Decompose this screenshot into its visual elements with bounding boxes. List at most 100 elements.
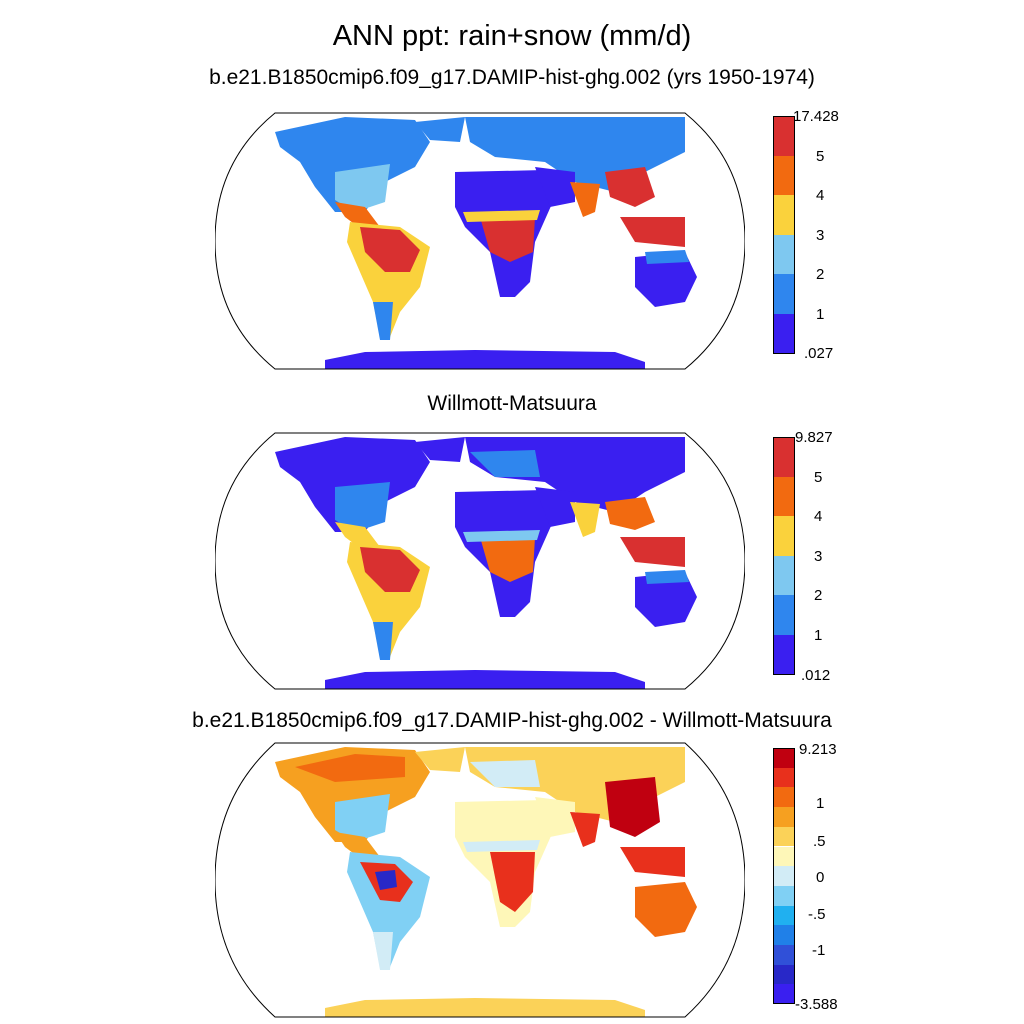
colorbar-2-cell bbox=[773, 477, 795, 516]
colorbar-3-cell bbox=[773, 787, 795, 808]
sahel-region bbox=[463, 840, 540, 852]
colorbar-1-label: .027 bbox=[804, 345, 834, 362]
colorbar-1-label: 4 bbox=[816, 187, 825, 204]
antarctica-region bbox=[325, 350, 645, 369]
north-america-region bbox=[275, 437, 430, 532]
colorbar-3-label: 0 bbox=[816, 869, 825, 886]
colorbar-2-label: 3 bbox=[814, 548, 823, 565]
colorbar-2-label: 5 bbox=[814, 469, 823, 486]
colorbar-3-cell bbox=[773, 866, 795, 886]
colorbar-1-cell bbox=[773, 116, 795, 156]
patagonia-region bbox=[373, 302, 393, 340]
colorbar-3-cell bbox=[773, 846, 795, 867]
panel-1-colorbar bbox=[773, 116, 795, 354]
eastern-us-region bbox=[335, 164, 390, 212]
colorbar-2-cell bbox=[773, 556, 795, 595]
central-africa-region bbox=[480, 537, 535, 582]
australia-region bbox=[635, 572, 697, 627]
colorbar-1-label: 5 bbox=[816, 148, 825, 165]
colorbar-1-label: 1 bbox=[816, 306, 825, 323]
india-region bbox=[570, 502, 600, 537]
east-asia-region bbox=[605, 167, 655, 207]
colorbar-2-cell bbox=[773, 516, 795, 556]
panel-2-colorbar bbox=[773, 437, 795, 675]
colorbar-2-label: 9.827 bbox=[795, 429, 833, 446]
antarctica-region bbox=[325, 998, 645, 1017]
colorbar-3-cell bbox=[773, 945, 795, 965]
india-region bbox=[570, 182, 600, 217]
patagonia-region bbox=[373, 622, 393, 660]
east-asia-region bbox=[605, 777, 660, 837]
maritime-continent-region bbox=[620, 537, 685, 567]
colorbar-3-cell bbox=[773, 826, 795, 847]
europe-region bbox=[470, 450, 540, 477]
colorbar-3-frame bbox=[773, 748, 795, 1004]
colorbar-2-frame bbox=[773, 437, 795, 675]
colorbar-3-cell bbox=[773, 984, 795, 1004]
sahel-region bbox=[463, 530, 540, 542]
colorbar-1-cell bbox=[773, 195, 795, 235]
amazon-region bbox=[360, 227, 420, 272]
colorbar-3-label: -.5 bbox=[808, 906, 826, 923]
colorbar-1-frame bbox=[773, 116, 795, 354]
eastern-us-region bbox=[335, 794, 390, 842]
colorbar-1-label: 3 bbox=[816, 227, 825, 244]
arabia-region bbox=[535, 797, 575, 837]
north-australia-region bbox=[645, 250, 689, 264]
north-america-region bbox=[275, 117, 430, 212]
panel-1-title: b.e21.B1850cmip6.f09_g17.DAMIP-hist-ghg.… bbox=[209, 66, 815, 89]
greenland-region bbox=[415, 117, 465, 142]
panel-3-colorbar bbox=[773, 748, 795, 1004]
colorbar-3-cell bbox=[773, 748, 795, 768]
patagonia-region bbox=[373, 932, 393, 970]
colorbar-2-label: 2 bbox=[814, 587, 823, 604]
greenland-region bbox=[415, 747, 465, 772]
greenland-region bbox=[415, 437, 465, 462]
antarctica-region bbox=[325, 670, 645, 689]
colorbar-2-label: 1 bbox=[814, 627, 823, 644]
colorbar-3-cell bbox=[773, 807, 795, 827]
colorbar-2-cell bbox=[773, 635, 795, 675]
central-africa-region bbox=[480, 217, 535, 262]
amazon-dry-region bbox=[375, 870, 397, 890]
north-australia-region bbox=[645, 570, 689, 584]
colorbar-2-cell bbox=[773, 595, 795, 635]
colorbar-3-label: -1 bbox=[812, 942, 826, 959]
eastern-us-region bbox=[335, 482, 390, 532]
maritime-continent-region bbox=[620, 217, 685, 247]
colorbar-1-cell bbox=[773, 156, 795, 195]
maritime-continent-region bbox=[620, 847, 685, 877]
figure-title: ANN ppt: rain+snow (mm/d) bbox=[332, 20, 692, 52]
colorbar-1-cell bbox=[773, 274, 795, 314]
colorbar-3-cell bbox=[773, 767, 795, 788]
colorbar-1-cell bbox=[773, 235, 795, 274]
amazon-region bbox=[360, 547, 420, 592]
colorbar-3-cell bbox=[773, 905, 795, 926]
australia-region bbox=[635, 882, 697, 937]
east-asia-region bbox=[605, 497, 655, 530]
arabia-region bbox=[535, 487, 575, 527]
india-region bbox=[570, 812, 600, 847]
colorbar-3-label: 9.213 bbox=[799, 741, 837, 758]
central-africa-region bbox=[490, 852, 535, 912]
panel-2-map bbox=[215, 432, 745, 690]
colorbar-3-label: 1 bbox=[816, 795, 825, 812]
colorbar-1-label: 17.428 bbox=[793, 108, 839, 125]
europe-region bbox=[470, 760, 540, 787]
canada-region bbox=[295, 754, 405, 782]
colorbar-2-cell bbox=[773, 437, 795, 477]
panel-3-map bbox=[215, 742, 745, 1018]
colorbar-3-cell bbox=[773, 964, 795, 985]
colorbar-3-label: .5 bbox=[813, 833, 826, 850]
colorbar-3-cell bbox=[773, 925, 795, 945]
panel-3-title: b.e21.B1850cmip6.f09_g17.DAMIP-hist-ghg.… bbox=[192, 709, 832, 732]
panel-1-map bbox=[215, 112, 745, 370]
panel-2-title: Willmott-Matsuura bbox=[427, 392, 597, 415]
colorbar-3-cell bbox=[773, 885, 795, 906]
colorbar-2-label: .012 bbox=[801, 667, 831, 684]
australia-region bbox=[635, 252, 697, 307]
colorbar-1-label: 2 bbox=[816, 266, 825, 283]
arabia-region bbox=[535, 167, 575, 207]
colorbar-3-label: -3.588 bbox=[795, 996, 838, 1013]
colorbar-1-cell bbox=[773, 314, 795, 354]
